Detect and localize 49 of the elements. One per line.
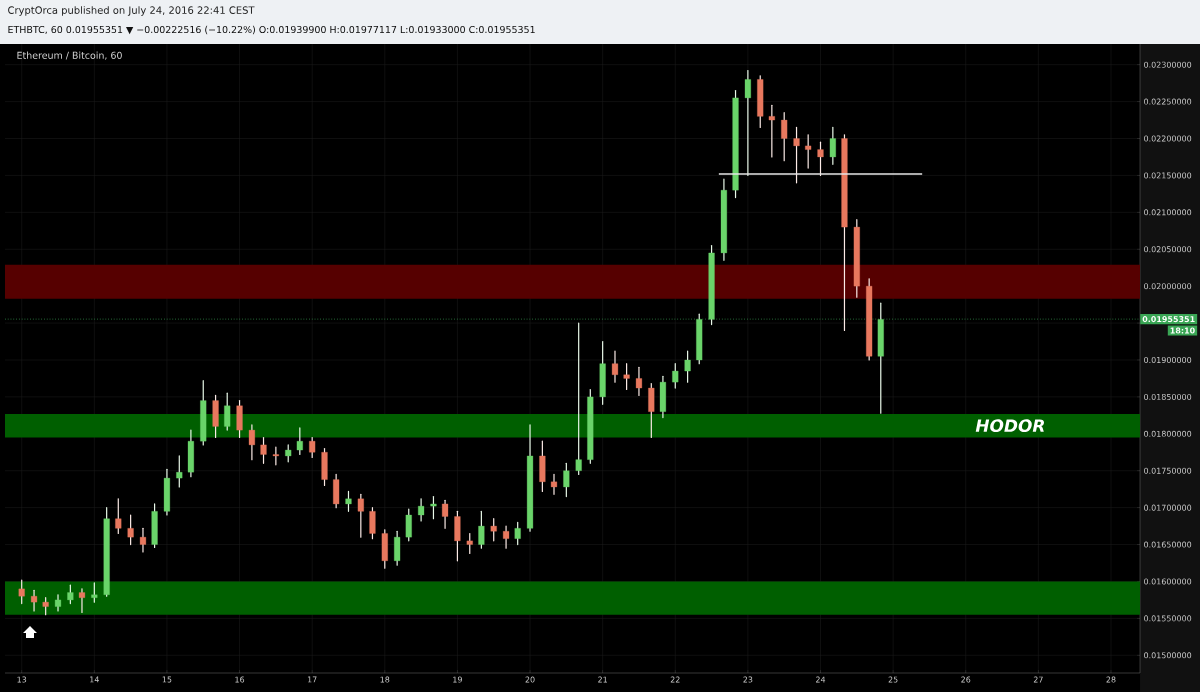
candlestick xyxy=(817,141,824,177)
candlestick xyxy=(418,498,425,522)
candlestick xyxy=(768,104,775,158)
candlestick xyxy=(78,588,86,614)
candlestick xyxy=(309,436,316,459)
text: ETHBTC, 60 0.01955351 ▼ −0.00222516 (−10.22%) O:0.01939900 H:0.01977117 L:0.01933000 C:0.01955351 xyxy=(8,25,535,35)
candlestick xyxy=(430,495,437,520)
candlestick xyxy=(490,518,497,542)
candlestick xyxy=(781,112,788,162)
candlestick xyxy=(272,446,279,466)
candlestick xyxy=(503,525,510,549)
candlestick xyxy=(296,427,303,456)
candlestick xyxy=(54,594,62,612)
candlestick xyxy=(684,350,691,383)
band-label: HODOR xyxy=(975,419,1044,433)
candlestick xyxy=(623,363,630,391)
candlestick xyxy=(394,530,401,566)
candlestick xyxy=(369,507,376,540)
candlestick xyxy=(611,350,619,383)
candlestick xyxy=(30,589,38,612)
candlestick xyxy=(575,322,582,476)
candlestick xyxy=(260,436,267,464)
candlestick xyxy=(18,579,25,605)
candlestick xyxy=(357,493,364,538)
candlestick xyxy=(91,582,98,603)
candlestick xyxy=(466,532,473,555)
candlestick xyxy=(514,521,521,546)
candlestick xyxy=(176,455,183,488)
candlestick xyxy=(478,510,485,549)
candlestick xyxy=(793,126,800,184)
candlestick xyxy=(829,126,836,165)
candlestick xyxy=(345,490,352,512)
candlestick xyxy=(805,134,812,169)
candlestick xyxy=(648,383,655,439)
text: CryptOrca published on July 24, 2016 22:41 CEST xyxy=(8,6,255,16)
candlestick xyxy=(127,514,134,546)
candlestick xyxy=(248,424,255,461)
candlestick xyxy=(115,498,122,535)
candlestick xyxy=(550,473,558,495)
candlestick xyxy=(672,363,679,389)
candlestick xyxy=(442,499,449,529)
candlestick xyxy=(224,392,231,431)
candlestick xyxy=(139,527,147,553)
candlestick xyxy=(635,366,643,397)
candlestick xyxy=(67,584,74,605)
candlestick xyxy=(563,462,570,498)
candlestick xyxy=(744,69,751,177)
text: Ethereum / Bitcoin, 60 xyxy=(17,51,122,60)
candlestick xyxy=(405,508,412,542)
